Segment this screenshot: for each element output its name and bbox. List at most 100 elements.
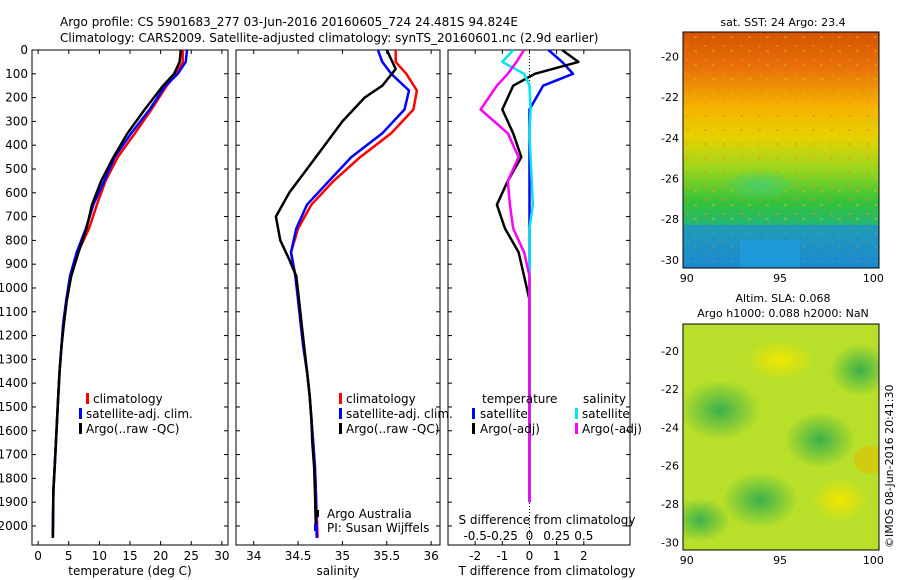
- y-tick-label: 100: [5, 67, 28, 81]
- temperature-legend: climatology satellite-adj. clim. Argo(..…: [79, 392, 193, 436]
- y-tick-label: 500: [5, 162, 28, 176]
- y-tick-label: 1300: [0, 352, 28, 366]
- legend-label: Argo(-adj): [480, 422, 540, 436]
- map-y-tick-label: -28: [661, 498, 679, 511]
- x-tick-label: 36: [423, 549, 438, 563]
- x-tick-label: 35.5: [373, 549, 400, 563]
- lines-layer: [51, 48, 580, 538]
- legend-swatch-satellite: [339, 408, 342, 419]
- sla-frame: [682, 323, 880, 551]
- map-x-tick-label: 90: [680, 272, 694, 285]
- map-y-tick-label: -22: [661, 91, 679, 104]
- sla-blob: [722, 472, 798, 528]
- difference-panel: [447, 49, 631, 546]
- annotation-marker: [314, 524, 317, 531]
- map-y-tick-label: -28: [661, 213, 679, 226]
- y-tick-label: 1000: [0, 281, 28, 295]
- temperature-xlabel: temperature (deg C): [68, 564, 191, 578]
- x-tick-label: 30: [214, 549, 229, 563]
- legend-swatch-t-argo: [472, 423, 475, 434]
- header-line2: Climatology: CARS2009. Satellite-adjuste…: [60, 31, 598, 45]
- sla-blob: [854, 446, 879, 474]
- credit-label: ©IMOS 08-Jun-2016 20:41:30: [883, 384, 896, 548]
- map-y-tick-label: -24: [661, 421, 679, 434]
- sst-map-title: sat. SST: 24 Argo: 23.4: [720, 16, 845, 29]
- legend-label: satellite: [582, 407, 630, 421]
- legend-label: climatology: [346, 392, 416, 406]
- x-tick-label: -2: [469, 549, 481, 563]
- legend-label: climatology: [93, 392, 163, 406]
- x-tick-label: 0: [526, 549, 534, 563]
- difference-legend: temperature satellite Argo(-adj) salinit…: [472, 392, 642, 436]
- x-tick-label: 34.5: [285, 549, 312, 563]
- sst-cold-patch: [740, 240, 800, 268]
- map-y-tick-label: -22: [661, 383, 679, 396]
- legend-label: Argo(..raw -QC): [346, 422, 439, 436]
- x-tick-label-top: -0.25: [487, 529, 518, 543]
- map-y-tick-label: -30: [661, 536, 679, 549]
- x-tick-label-top: 0.5: [574, 529, 593, 543]
- y-tick-label: 1200: [0, 329, 28, 343]
- x-tick-label: 35: [335, 549, 350, 563]
- y-tick-label: 1500: [0, 400, 28, 414]
- legend-label: Argo(..raw -QC): [86, 422, 179, 436]
- legend-swatch-argo: [79, 423, 82, 434]
- x-tick-label: 34: [246, 549, 261, 563]
- salinity-xlabel: salinity: [316, 564, 359, 578]
- y-tick-label: 600: [5, 186, 28, 200]
- legend-swatch-s-satellite: [575, 408, 578, 419]
- map-y-tick-label: -30: [661, 254, 679, 267]
- y-tick-label: 200: [5, 91, 28, 105]
- annotation-line1: Argo Australia: [327, 507, 412, 521]
- y-tick-label: 1800: [0, 471, 28, 485]
- sst-map: [683, 32, 879, 268]
- y-tick-label: 1100: [0, 305, 28, 319]
- legend-title-salinity: salinity: [583, 392, 626, 406]
- map-x-tick-label: 100: [863, 554, 884, 567]
- difference-xlabel: T difference from climatology: [458, 564, 636, 578]
- map-y-tick-label: -26: [661, 172, 679, 185]
- sla-blob: [810, 478, 870, 522]
- legend-swatch-argo: [339, 423, 342, 434]
- series-line: [51, 49, 183, 538]
- x-tick-label: -1: [496, 549, 508, 563]
- y-tick-label: 700: [5, 210, 28, 224]
- map-x-tick-label: 90: [680, 554, 694, 567]
- temperature-panel: [31, 49, 229, 546]
- y-tick-label: 1700: [0, 448, 28, 462]
- map-y-tick-label: -20: [661, 345, 679, 358]
- y-tick-label: 800: [5, 233, 28, 247]
- y-tick-label: 1900: [0, 495, 28, 509]
- y-tick-label: 2000: [0, 519, 28, 533]
- annotation-line2: PI: Susan Wijffels: [327, 521, 429, 535]
- legend-swatch-t-satellite: [472, 408, 475, 419]
- series-line: [289, 49, 411, 538]
- x-tick-label: 15: [122, 549, 137, 563]
- x-tick-label: 2: [580, 549, 588, 563]
- y-tick-label: 1600: [0, 424, 28, 438]
- x-tick-label: 1: [553, 549, 561, 563]
- difference-xlabel-top: S difference from climatology: [459, 513, 636, 527]
- legend-swatch-climatology: [339, 393, 342, 404]
- sla-blob: [830, 344, 879, 396]
- map-y-tick-label: -24: [661, 132, 679, 145]
- legend-swatch-s-argo: [575, 423, 578, 434]
- y-tick-label: 0: [20, 43, 28, 57]
- header-line1: Argo profile: CS 5901683_277 03-Jun-2016…: [60, 15, 518, 29]
- legend-swatch-climatology: [86, 393, 89, 404]
- sst-frame: [682, 31, 880, 269]
- x-tick-label: 5: [65, 549, 73, 563]
- series-line: [51, 49, 189, 538]
- salinity-panel: [235, 49, 441, 546]
- legend-label: satellite-adj. clim.: [86, 407, 193, 421]
- axes-layer: 0100200300400500600700800900100011001200…: [0, 43, 884, 567]
- map-y-tick-label: -20: [661, 50, 679, 63]
- sla-map-title-1: Altim. SLA: 0.068: [735, 292, 830, 305]
- legend-label: satellite-adj. clim.: [346, 407, 453, 421]
- annotation-marker: [316, 510, 319, 517]
- x-tick-label: 0: [34, 549, 42, 563]
- legend-label: satellite: [480, 407, 528, 421]
- map-x-tick-label: 100: [863, 272, 884, 285]
- sst-warm-patch: [720, 169, 800, 201]
